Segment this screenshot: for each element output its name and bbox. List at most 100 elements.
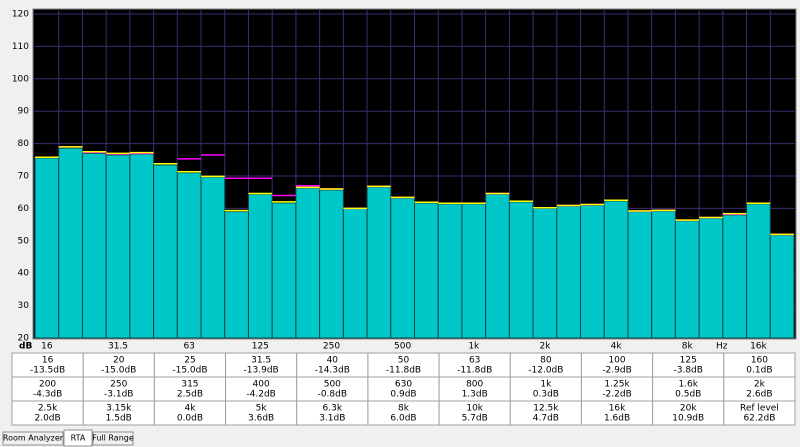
x-tick-label: 16k [750, 342, 767, 352]
bar [532, 207, 558, 339]
band-value: 1.6dB [604, 414, 630, 424]
band-value: 0.3dB [533, 390, 559, 400]
band-name: 4k [184, 404, 196, 414]
bar [746, 203, 771, 339]
table-cell [367, 352, 440, 378]
bar [580, 204, 605, 339]
bar [271, 202, 297, 339]
band-name: 80 [540, 356, 552, 366]
band-value: 1.5dB [106, 414, 132, 424]
table-cell [82, 352, 155, 378]
x-tick-label: 8k [682, 342, 694, 352]
y-tick-label: 30 [18, 301, 30, 311]
band-value: 4.7dB [533, 414, 559, 424]
bar [508, 201, 534, 339]
bar [224, 211, 249, 339]
band-name: Ref level [740, 404, 779, 414]
y-tick-label: 90 [18, 107, 30, 117]
band-name: 16 [42, 356, 54, 366]
table-cell [723, 400, 796, 426]
x-tick-label: 500 [394, 342, 411, 352]
tab-label[interactable]: RTA [71, 434, 86, 443]
band-name: 125 [680, 356, 697, 366]
band-value: -4.2dB [246, 390, 275, 400]
bar [698, 217, 724, 339]
y-tick-label: 80 [18, 139, 30, 149]
band-value: 62.2dB [743, 414, 775, 424]
y-tick-label: 120 [12, 10, 29, 20]
table-cell [296, 352, 369, 378]
table-cell [153, 400, 227, 426]
bar [414, 202, 439, 339]
band-value: -15.0dB [101, 366, 136, 376]
table-cell [438, 352, 511, 378]
table-cell [509, 400, 582, 426]
table-cell [153, 352, 227, 378]
y-tick-label: 20 [18, 334, 30, 344]
band-value: -11.8dB [457, 366, 492, 376]
band-name: 400 [253, 380, 270, 390]
tab-label[interactable]: Full Range [92, 434, 134, 443]
band-value: -15.0dB [172, 366, 207, 376]
band-name: 630 [395, 380, 412, 390]
table-cell [652, 376, 725, 402]
tab[interactable] [2, 431, 64, 446]
bar [603, 200, 629, 339]
table-cell [82, 400, 155, 426]
bar [674, 220, 700, 339]
band-name: 1.25k [604, 380, 630, 390]
bar [390, 197, 415, 339]
band-value: -11.8dB [386, 366, 421, 376]
band-name: 20 [113, 356, 125, 366]
band-value: -14.3dB [315, 366, 350, 376]
x-tick-label: 63 [183, 342, 194, 352]
bar [366, 186, 392, 339]
band-value: 0.5dB [675, 390, 701, 400]
y-tick-label: 60 [18, 204, 30, 214]
table-cell [580, 352, 654, 378]
bar [200, 176, 226, 339]
band-value: 1.3dB [462, 390, 488, 400]
x-unit: Hz [716, 342, 728, 352]
bar [461, 203, 487, 339]
tab-label[interactable]: Room Analyzer [3, 434, 64, 443]
band-name: 100 [608, 356, 625, 366]
band-name: 20k [680, 404, 697, 414]
band-value: -2.9dB [602, 366, 631, 376]
y-tick-label: 40 [18, 269, 30, 279]
x-tick-label: 2k [539, 342, 551, 352]
band-value: -13.5dB [30, 366, 65, 376]
band-name: 250 [110, 380, 127, 390]
band-value: -0.8dB [318, 390, 347, 400]
band-name: 5k [256, 404, 268, 414]
band-value: 6.0dB [390, 414, 416, 424]
y-tick-label: 110 [12, 42, 29, 52]
table-cell [580, 400, 654, 426]
band-name: 1k [540, 380, 552, 390]
bar [437, 203, 463, 339]
band-name: 1.6k [678, 380, 698, 390]
band-name: 2k [754, 380, 766, 390]
band-name: 200 [39, 380, 56, 390]
band-value: -2.2dB [602, 390, 631, 400]
y-tick-label: 70 [18, 172, 30, 182]
band-value: 0.9dB [390, 390, 416, 400]
table-cell [11, 352, 84, 378]
x-tick-label: 31.5 [108, 342, 128, 352]
band-value: 0.0dB [177, 414, 203, 424]
x-tick-label: 16 [41, 342, 53, 352]
band-name: 40 [327, 356, 339, 366]
bar [651, 210, 676, 339]
x-tick-label: 1k [468, 342, 480, 352]
tab[interactable] [92, 431, 134, 446]
bar [247, 193, 273, 339]
table-cell [438, 400, 511, 426]
tab[interactable] [63, 429, 93, 447]
x-tick-label: 250 [323, 342, 340, 352]
band-value: 10.9dB [672, 414, 704, 424]
bar [627, 211, 653, 339]
bar [58, 147, 83, 339]
band-name: 160 [751, 356, 768, 366]
y-tick-label: 100 [12, 74, 29, 84]
